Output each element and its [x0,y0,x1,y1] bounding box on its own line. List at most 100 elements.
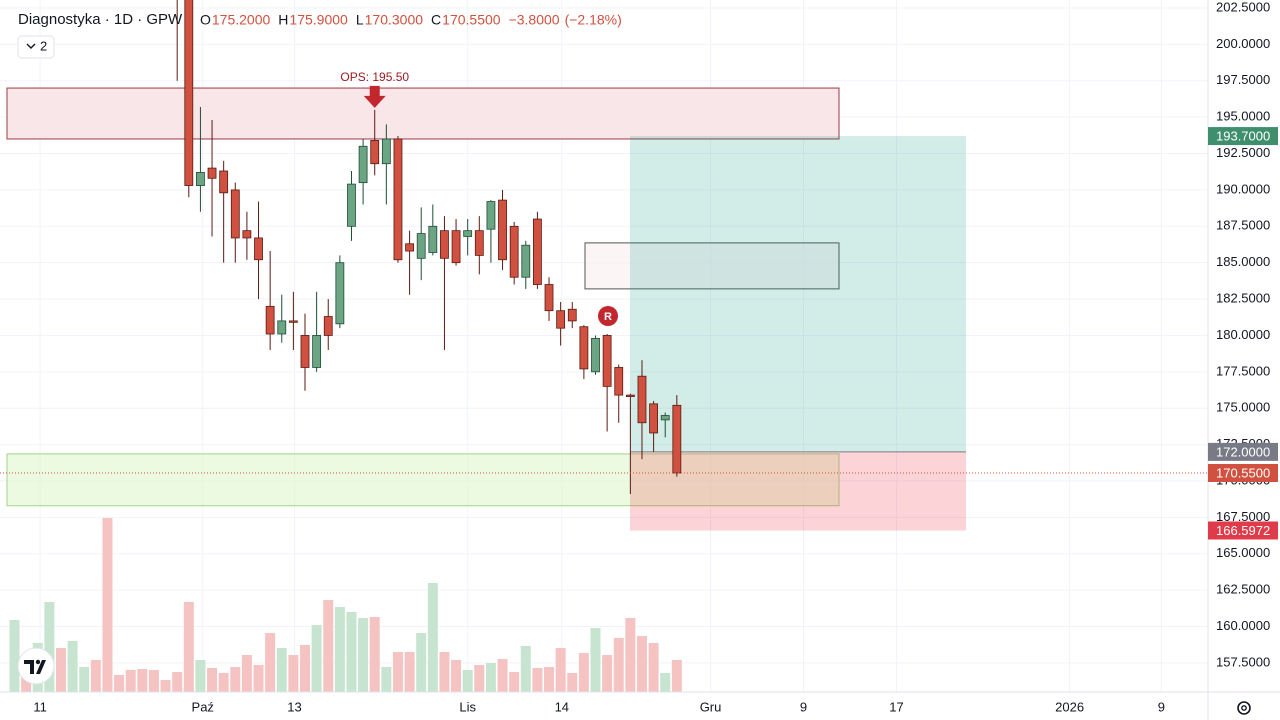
candle-body [405,243,414,252]
candle-body [544,284,554,312]
volume-bar [195,660,206,692]
position-stop [630,451,966,531]
x-tick-label: 2026 [1055,699,1084,714]
volume-bar [392,652,403,692]
ohlc-name: C [431,12,441,28]
volume-bar [509,672,520,692]
candle-body [533,218,542,285]
ohlc-value: 170.5500 [442,12,501,28]
y-tick-label: 177.5000 [1216,363,1270,378]
candle-body [323,316,333,336]
volume-bar [532,668,543,692]
candle-body [347,183,356,227]
x-tick-label: 9 [1158,699,1165,714]
y-tick-label: 187.5000 [1216,218,1270,233]
y-tick-label: 200.0000 [1216,36,1270,51]
y-tick-label: 160.0000 [1216,618,1270,633]
candle-body [521,244,531,278]
candle-body [614,367,624,396]
volume-bar [334,607,345,692]
x-tick-label: 17 [889,699,903,714]
candle-body [393,138,403,261]
volume-bar [137,669,148,692]
ohlc-value: 170.3000 [365,12,424,28]
candle-body [370,140,380,165]
zone [584,242,840,290]
ohlc-value: 175.2000 [212,12,271,28]
volume-bar [346,612,357,692]
zone [6,453,840,507]
ohlc-value: 175.9000 [289,12,348,28]
volume-bar [636,636,647,692]
candle-body [184,0,194,186]
candle-body [637,375,647,424]
stop-price-badge [1208,521,1278,540]
candle-body [207,167,217,179]
y-tick-label: 180.0000 [1216,327,1270,342]
target-price-label: 193.7000 [1216,129,1270,144]
candle-body [556,310,566,329]
volume-bar [148,670,159,692]
volume-bar [416,633,427,692]
candle-body [463,230,473,237]
volume-bar [44,602,55,692]
volume-bar [172,672,183,692]
y-tick-label: 185.0000 [1216,254,1270,269]
annotation-arrow [363,85,386,108]
position-target [630,136,966,452]
stop-price-label: 166.5972 [1216,523,1270,538]
candle-body [381,138,391,165]
marker-badge [598,306,618,326]
settings-icon[interactable] [1237,701,1251,715]
volume-bar [67,641,78,692]
x-tick-label: Lis [459,699,476,714]
candle-body [300,335,310,368]
volume-bar [9,620,20,692]
x-tick-label: 11 [33,699,47,714]
candle-body [358,145,368,184]
candle-body [498,199,507,261]
candle-body [196,172,205,186]
volume-bar [311,625,322,692]
volume-bar [520,646,531,692]
ohlc-name: H [278,12,288,28]
volume-bar [265,633,276,692]
tradingview-logo [17,647,55,685]
volume-bar [160,680,171,692]
last-price-label: 170.5500 [1216,465,1270,480]
candle-body [219,170,229,194]
y-tick-label: 162.5000 [1216,582,1270,597]
y-tick-label: 167.5000 [1216,509,1270,524]
volume-bar [497,659,508,692]
zone [6,87,840,140]
volume-bar [300,645,310,692]
y-tick-label: 195.0000 [1216,109,1270,124]
y-tick-label: 190.0000 [1216,181,1270,196]
indicator-count: 2 [40,38,47,53]
indicator-toggle[interactable] [17,35,55,59]
candle-body [440,230,449,259]
ohlc-name: O [200,12,211,28]
change-pct: (−2.18%) [565,12,622,28]
x-tick-label: 13 [287,699,301,714]
volume-bar [648,643,659,692]
x-tick-label: Paź [192,699,214,714]
volume-bar [671,660,682,692]
volume-bar [462,670,473,692]
x-tick-label: 9 [800,699,807,714]
y-tick-label: 165.0000 [1216,545,1270,560]
volume-bar [241,655,252,692]
y-tick-label: 197.5000 [1216,72,1270,87]
volume-bar [276,648,287,692]
volume-bar [253,665,264,692]
volume-bar [485,663,496,692]
candle-body [567,308,577,322]
y-tick-label: 192.5000 [1216,145,1270,160]
candle-body [486,201,496,230]
volume-bar [404,652,415,692]
volume-bar [102,518,113,692]
candle-body [254,237,263,261]
volume-bar [218,673,229,692]
